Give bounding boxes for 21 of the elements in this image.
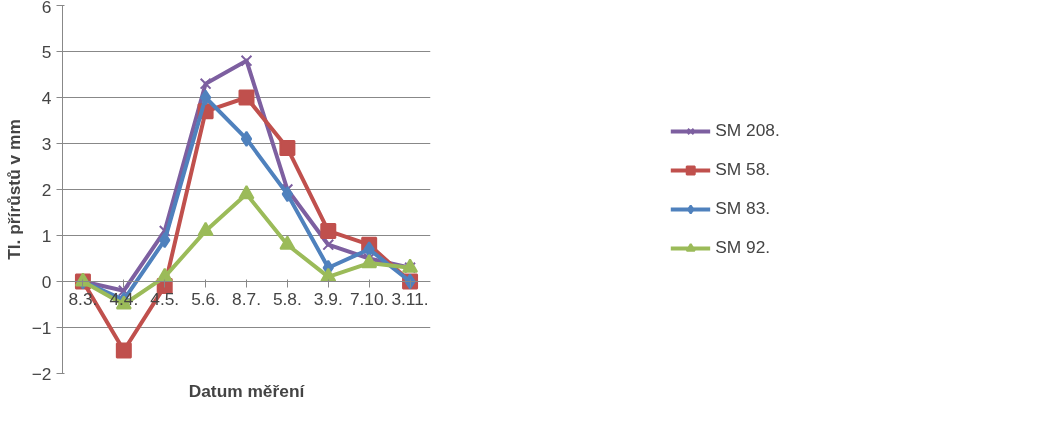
x-tick-label: 7.10.: [349, 288, 389, 309]
x-axis-title: Datum měření: [188, 380, 306, 401]
x-tick-label: 8.7.: [232, 288, 261, 309]
y-tick-label: 1: [41, 225, 52, 246]
y-tick-label: 4: [41, 87, 52, 108]
legend-label: SM 208.: [715, 120, 780, 141]
x-tick-label: 5.6.: [191, 288, 221, 309]
legend-label: SM 58.: [715, 159, 771, 180]
y-tick-label: −1: [31, 317, 52, 338]
y-tick-label: 5: [41, 41, 52, 62]
y-tick-label: −2: [31, 363, 52, 384]
y-axis-title: Tl. přírůstů v mm: [3, 119, 24, 260]
legend-label: SM 92.: [715, 237, 771, 258]
y-tick-label: 3: [41, 133, 52, 154]
y-tick-label: 0: [41, 271, 52, 292]
y-tick-label: 2: [41, 179, 52, 200]
x-tick-label: 3.9.: [313, 288, 343, 309]
y-tick-label: 6: [41, 0, 52, 17]
x-tick-label: 5.8.: [272, 288, 302, 309]
legend-label: SM 83.: [715, 198, 771, 219]
x-tick-label: 3.11.: [391, 288, 429, 309]
